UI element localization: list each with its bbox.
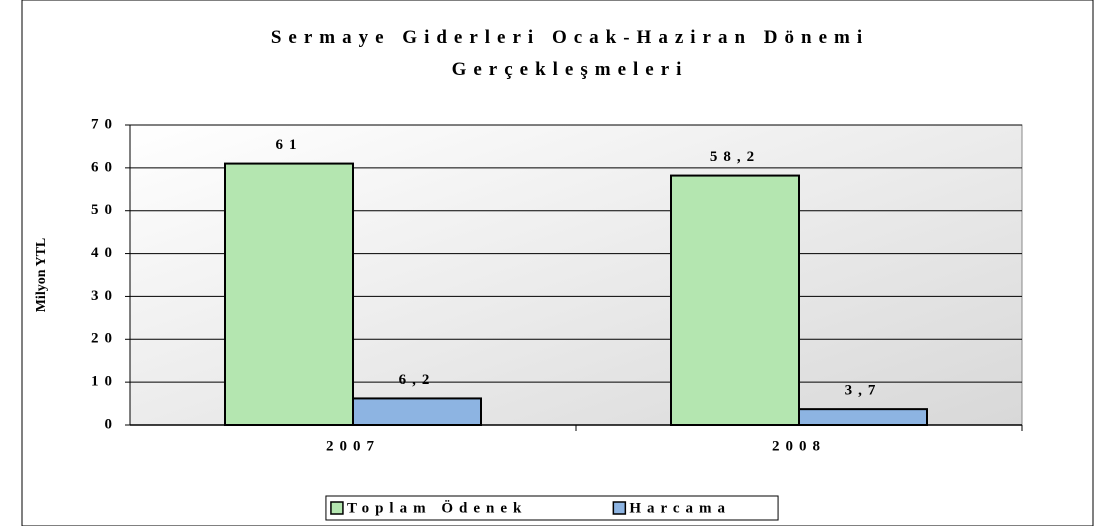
y-tick-label: 0 (105, 416, 119, 432)
legend-label: Toplam Ödenek (347, 499, 527, 516)
bar (670, 174, 800, 426)
data-label: 61 (276, 137, 303, 153)
y-axis-label: Milyon YTL (34, 238, 49, 313)
y-tick-label: 60 (91, 159, 118, 175)
x-tick-label: 2007 (326, 438, 380, 454)
y-tick-label: 70 (91, 116, 118, 132)
frame (21, 0, 1094, 526)
legend-label: Harcama (629, 500, 731, 516)
bar (224, 162, 354, 426)
legend-swatch (330, 501, 344, 515)
data-label: 3,7 (845, 383, 882, 399)
data-label: 6,2 (399, 372, 436, 388)
legend-box (325, 495, 779, 521)
y-tick-label: 30 (91, 288, 118, 304)
y-tick-label: 40 (91, 245, 118, 261)
x-tick-label: 2008 (772, 438, 826, 454)
chart-title: Sermaye Giderleri Ocak-Haziran Dönemi Ge… (270, 27, 870, 80)
legend: Toplam Ödenek Harcama (325, 495, 779, 521)
legend-swatch (612, 501, 627, 515)
bar (352, 397, 482, 426)
y-tick-label: 20 (91, 331, 118, 347)
y-tick-label: 10 (91, 374, 118, 390)
y-tick-label: 50 (91, 202, 118, 218)
bar (798, 408, 928, 426)
data-label: 58,2 (710, 149, 760, 165)
